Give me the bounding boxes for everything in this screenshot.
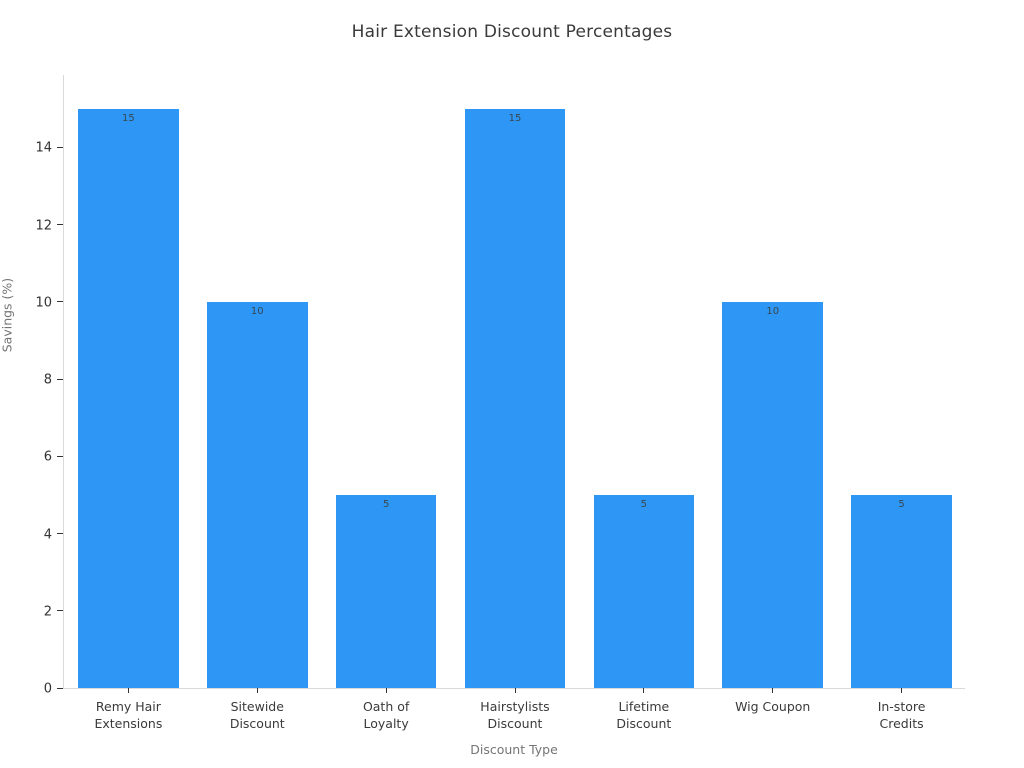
x-tick-label: Remy Hair Extensions (94, 699, 163, 731)
bar-value-label: 5 (898, 498, 905, 510)
x-tick-mark (256, 688, 258, 693)
bar-4: 5 (593, 494, 695, 688)
y-tick-label: 4 (43, 527, 52, 543)
x-tick-label: Hairstylists Discount (480, 699, 550, 731)
bar-1: 10 (207, 301, 308, 688)
y-tick-label: 14 (35, 140, 52, 156)
y-tick-label: 0 (43, 681, 52, 697)
x-tick-label: Wig Coupon (735, 699, 811, 714)
y-tick-label: 2 (43, 604, 52, 620)
bar-3: 15 (464, 108, 566, 688)
y-axis-title: Savings (%) (0, 277, 15, 353)
bar-value-label: 5 (640, 498, 648, 510)
bar-value-label: 10 (766, 305, 780, 317)
x-tick-mark (901, 688, 903, 693)
y-tick-label: 6 (43, 449, 52, 465)
y-tick-mark (57, 146, 63, 148)
bar-0: 15 (78, 108, 179, 688)
plot-area: 0 2 4 6 8 10 12 14 15 Remy Hair Extensions 10 Sitew… (35, 75, 965, 731)
bar-5: 10 (722, 301, 823, 688)
y-tick-mark (57, 533, 63, 535)
x-tick-label: Oath of Loyalty (362, 699, 410, 731)
x-axis-title: Discount Type (470, 742, 558, 757)
bar-6: 5 (851, 494, 952, 688)
y-tick-mark (57, 610, 63, 612)
x-tick-label: In-store Credits (877, 699, 926, 731)
bar-value-label: 15 (122, 112, 135, 124)
x-tick-mark (127, 688, 129, 693)
x-tick-mark (514, 688, 516, 693)
x-tick-mark (772, 688, 774, 693)
y-tick-mark (57, 687, 63, 689)
x-tick-mark (643, 688, 645, 693)
x-tick-label: Sitewide Discount (229, 699, 285, 731)
bar-value-label: 5 (382, 498, 390, 510)
y-tick-mark (57, 224, 63, 226)
y-tick-label: 10 (35, 295, 52, 311)
bar-value-label: 10 (250, 305, 264, 317)
y-tick-mark (57, 301, 63, 303)
x-tick-mark (385, 688, 387, 693)
x-tick-label: Lifetime Discount (616, 699, 672, 731)
chart-title: Hair Extension Discount Percentages (351, 22, 673, 42)
bar-2: 5 (335, 494, 437, 688)
y-tick-mark (57, 455, 63, 457)
y-tick-mark (57, 378, 63, 380)
y-tick-label: 12 (35, 218, 52, 234)
bar-value-label: 15 (508, 112, 522, 124)
y-tick-label: 8 (43, 372, 52, 388)
